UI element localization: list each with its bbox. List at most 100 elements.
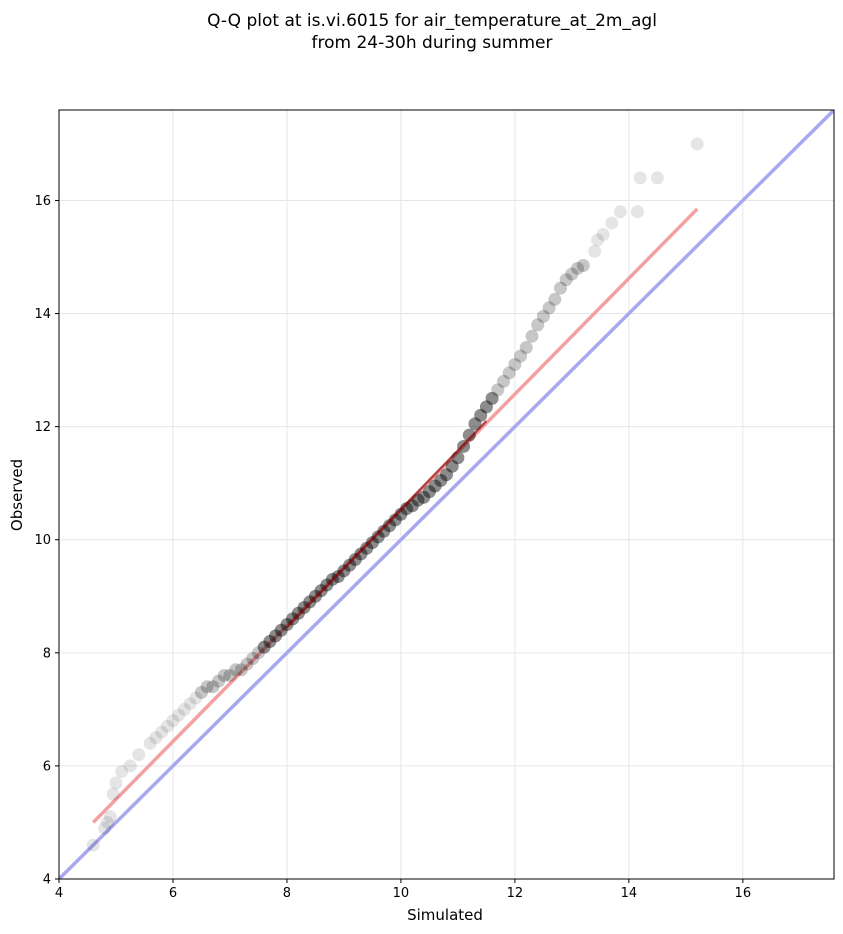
data-point xyxy=(596,227,610,241)
data-point xyxy=(440,468,453,482)
data-point xyxy=(514,349,528,363)
data-point xyxy=(519,340,533,354)
data-point xyxy=(172,708,186,722)
data-point xyxy=(605,216,619,230)
data-point xyxy=(525,329,539,343)
data-point xyxy=(166,714,180,728)
data-point xyxy=(286,612,300,626)
chart-subtitle: from 24-30h during summer xyxy=(312,33,553,53)
data-point xyxy=(280,618,294,632)
data-point xyxy=(377,524,391,538)
data-point xyxy=(630,205,644,219)
data-point xyxy=(474,408,488,422)
data-point xyxy=(613,205,627,219)
x-axis-label: Simulated xyxy=(407,906,483,924)
data-point xyxy=(388,513,402,527)
data-point xyxy=(337,564,351,578)
x-axis-ticks: 4 6 8 10 12 14 16 xyxy=(55,879,751,901)
data-point xyxy=(143,736,157,750)
y-tick-label: 6 xyxy=(43,759,51,774)
data-point xyxy=(234,663,248,677)
data-point xyxy=(690,137,704,151)
identity-line xyxy=(59,110,834,879)
data-point xyxy=(451,451,465,465)
data-point xyxy=(251,646,265,660)
data-point xyxy=(565,267,579,281)
data-point xyxy=(297,601,311,615)
data-point xyxy=(491,383,505,397)
data-point xyxy=(354,547,368,561)
data-point xyxy=(371,530,385,544)
data-point xyxy=(100,815,114,829)
data-point xyxy=(633,171,647,185)
data-point xyxy=(132,748,146,762)
data-point xyxy=(485,391,499,405)
data-point xyxy=(536,309,550,323)
data-point xyxy=(417,490,431,504)
data-point xyxy=(155,725,169,739)
data-point xyxy=(434,473,448,487)
chart-title: Q-Q plot at is.vi.6015 for air_temperatu… xyxy=(207,11,657,31)
y-tick-label: 16 xyxy=(34,194,51,209)
data-point xyxy=(263,635,277,649)
data-point xyxy=(428,479,442,493)
y-tick-label: 4 xyxy=(43,873,51,888)
y-tick-label: 10 xyxy=(34,533,51,548)
x-tick-label: 14 xyxy=(621,886,638,901)
data-point xyxy=(212,674,226,688)
data-point xyxy=(177,702,191,716)
y-tick-label: 12 xyxy=(34,420,51,435)
x-tick-label: 12 xyxy=(507,886,524,901)
data-point xyxy=(531,318,545,332)
data-point xyxy=(86,838,100,852)
data-point xyxy=(343,558,357,572)
data-point xyxy=(468,417,482,431)
data-point xyxy=(650,171,664,185)
data-point xyxy=(98,821,112,835)
data-point xyxy=(479,400,493,414)
data-point xyxy=(365,536,379,550)
data-point xyxy=(331,569,345,583)
reference-lines xyxy=(59,110,834,879)
data-point xyxy=(103,810,117,824)
data-point xyxy=(257,640,271,654)
data-point xyxy=(496,374,510,388)
data-point xyxy=(502,366,516,380)
data-point xyxy=(508,357,522,371)
data-point xyxy=(206,680,220,694)
data-point xyxy=(383,519,397,533)
data-point xyxy=(123,759,137,773)
data-point xyxy=(542,301,556,315)
x-tick-label: 16 xyxy=(735,886,752,901)
data-point xyxy=(591,233,605,247)
x-tick-label: 10 xyxy=(393,886,410,901)
data-point xyxy=(106,787,120,801)
data-point xyxy=(348,553,362,567)
data-point xyxy=(559,273,573,287)
data-point xyxy=(246,651,260,665)
fit-line-dense-overlay xyxy=(286,420,488,629)
y-axis-label: Observed xyxy=(8,459,26,531)
x-tick-label: 4 xyxy=(55,886,63,901)
data-point xyxy=(229,663,243,677)
data-point xyxy=(189,691,203,705)
data-point xyxy=(360,541,374,555)
data-point xyxy=(291,606,305,620)
data-point xyxy=(217,668,231,682)
data-point xyxy=(445,459,459,473)
data-point xyxy=(462,428,476,442)
x-tick-label: 6 xyxy=(169,886,177,901)
data-point xyxy=(422,485,436,499)
data-points xyxy=(86,137,704,852)
data-point xyxy=(200,680,214,694)
data-point xyxy=(149,731,163,745)
data-point xyxy=(588,244,602,258)
y-tick-label: 8 xyxy=(43,646,51,661)
data-point xyxy=(223,668,237,682)
y-axis-ticks: 4 6 8 10 12 14 16 xyxy=(34,194,59,888)
data-point xyxy=(160,719,174,733)
data-point xyxy=(548,292,562,306)
data-point xyxy=(274,623,288,637)
grid xyxy=(58,110,834,880)
